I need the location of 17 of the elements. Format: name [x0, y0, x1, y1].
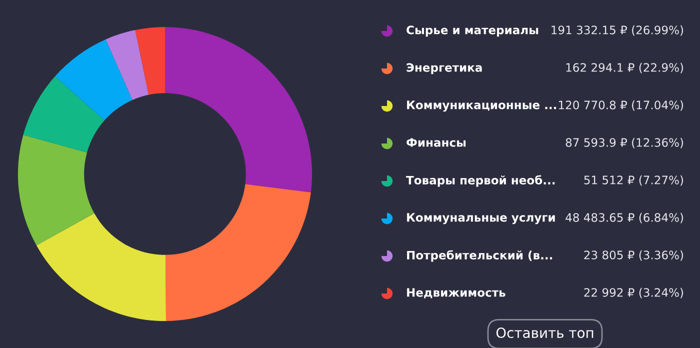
- legend-label: Коммунальные услуги: [407, 213, 555, 224]
- legend-label: Коммуникационные ...: [407, 100, 556, 112]
- data-label: 87 593.9 ₽ (12.36%): [566, 138, 684, 148]
- data-label: 120 770.8 ₽ (17.04%): [558, 100, 684, 111]
- data-label: 23 805 ₽ (3.36%): [584, 250, 684, 261]
- legend-label: Товары первой необ...: [406, 175, 555, 187]
- data-label: 162 294.1 ₽ (22.9%): [566, 62, 684, 74]
- data-label: 22 992 ₽ (3.24%): [584, 288, 684, 298]
- legend-label: Недвижимость: [407, 288, 506, 298]
- data-label: 191 332.15 ₽ (26.99%): [552, 25, 684, 36]
- legend-label: Энергетика: [406, 63, 482, 74]
- text: Оставить топ: [496, 328, 594, 338]
- legend-label: Финансы: [406, 138, 466, 147]
- data-label: 51 512 ₽ (7.27%): [584, 175, 684, 186]
- legend-label: Потребительский (в...: [407, 250, 552, 262]
- data-label: 48 483.65 ₽ (6.84%): [566, 212, 684, 224]
- legend-label: Сырье и материалы: [406, 26, 538, 37]
